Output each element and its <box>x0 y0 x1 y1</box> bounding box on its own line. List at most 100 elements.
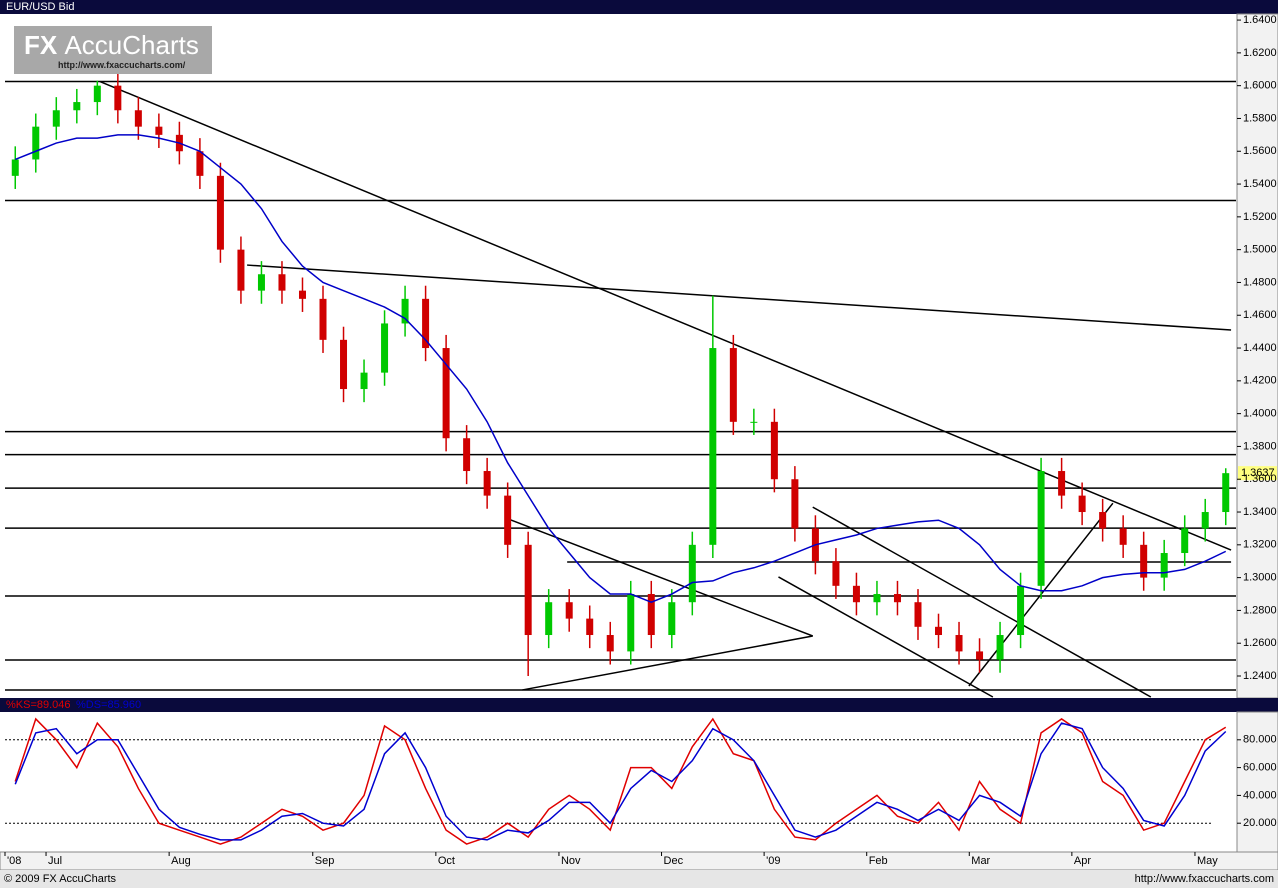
y-tick-label: 1.3000 <box>1243 572 1277 584</box>
candle-body <box>340 339 348 390</box>
x-tick-label: Feb <box>869 855 888 867</box>
logo-name: AccuCharts <box>64 30 199 60</box>
x-tick-label: '08 <box>7 855 21 867</box>
candle-body <box>278 274 286 291</box>
logo-fx: FX <box>24 30 58 60</box>
footer-copyright: © 2009 FX AccuCharts <box>4 873 117 885</box>
x-tick-label: Dec <box>664 855 684 867</box>
candle-body <box>1160 553 1168 578</box>
price-axis <box>1236 13 1278 699</box>
x-tick-label: Aug <box>171 855 191 867</box>
y-tick-label: 1.5600 <box>1243 145 1277 157</box>
y-tick-label: 1.4800 <box>1243 276 1277 288</box>
y-tick-label: 1.3400 <box>1243 506 1277 518</box>
candle-body <box>1017 585 1025 636</box>
y-tick-label: 1.4200 <box>1243 375 1277 387</box>
candle-body <box>832 561 840 586</box>
x-tick-label: May <box>1197 855 1218 867</box>
candle-body <box>1078 495 1086 513</box>
trend-line <box>778 576 994 698</box>
y-tick-label: 1.2400 <box>1243 670 1277 682</box>
candle-body <box>852 585 860 603</box>
candle-body <box>586 618 594 636</box>
header-bar <box>0 0 1278 14</box>
y-tick-label: 1.6000 <box>1243 80 1277 92</box>
series-line <box>14 717 1227 845</box>
trend-line <box>508 518 814 637</box>
candle-body <box>976 651 984 660</box>
candle-body <box>237 249 245 291</box>
chart-title: EUR/USD Bid <box>6 1 74 13</box>
trend-line <box>247 264 1232 331</box>
y-tick-label: 1.2600 <box>1243 637 1277 649</box>
candle-body <box>155 126 163 135</box>
candle-body <box>729 348 737 422</box>
x-tick-label: Mar <box>971 855 990 867</box>
candle-body <box>1037 471 1045 586</box>
x-tick-label: Jul <box>48 855 62 867</box>
indicator-axis <box>1236 711 1278 853</box>
candle-body <box>935 626 943 636</box>
candle-body <box>914 602 922 627</box>
candle-body <box>52 110 60 127</box>
candle-body <box>1181 528 1189 554</box>
y-tick-label: 1.6200 <box>1243 47 1277 59</box>
candle-body <box>606 635 614 652</box>
y-tick-label: 1.5000 <box>1243 244 1277 256</box>
candle-body <box>873 594 881 603</box>
candle-body <box>73 102 81 111</box>
candle-body <box>1119 528 1127 545</box>
candle-body <box>196 151 204 176</box>
candle-body <box>11 159 19 176</box>
candle-body <box>750 421 758 423</box>
y-tick-label: 1.6400 <box>1243 14 1277 26</box>
candle-body <box>709 348 717 545</box>
candle-body <box>545 602 553 636</box>
logo: FX AccuCharts http://www.fxaccucharts.co… <box>14 26 212 74</box>
candle-body <box>668 602 676 636</box>
legend-entry: %KS=89.046 <box>6 699 71 711</box>
candle-body <box>401 298 409 324</box>
y-tick-label: 1.2800 <box>1243 604 1277 616</box>
footer-url: http://www.fxaccucharts.com <box>1135 873 1274 885</box>
candle-body <box>93 85 101 103</box>
logo-url: http://www.fxaccucharts.com/ <box>58 60 186 70</box>
candle-body <box>1140 544 1148 578</box>
y-tick-label: 80.000 <box>1243 734 1277 746</box>
candle-body <box>955 635 963 652</box>
candle-body <box>442 348 450 439</box>
candle-body <box>996 635 1004 660</box>
x-tick-label: '09 <box>766 855 780 867</box>
candle-body <box>1099 512 1107 529</box>
footer-bar <box>0 870 1278 888</box>
candle-body <box>504 495 512 545</box>
x-tick-label: Nov <box>561 855 581 867</box>
x-tick-label: Sep <box>315 855 335 867</box>
y-tick-label: 1.4000 <box>1243 408 1277 420</box>
indicator-bar <box>0 698 1278 712</box>
candle-body <box>360 372 368 390</box>
candle-body <box>32 126 40 160</box>
x-tick-label: Apr <box>1074 855 1091 867</box>
logo-text: FX AccuCharts <box>24 30 199 61</box>
candle-body <box>770 421 778 480</box>
candle-body <box>627 594 635 652</box>
candle-body <box>422 298 430 349</box>
candle-body <box>1058 471 1066 496</box>
candle-body <box>1201 512 1209 529</box>
candle-body <box>524 544 532 636</box>
candle-body <box>483 471 491 496</box>
candle-body <box>319 298 327 340</box>
y-tick-label: 1.3600 <box>1243 473 1277 485</box>
candle-body <box>381 323 389 373</box>
candle-body <box>298 290 306 299</box>
y-tick-label: 1.4400 <box>1243 342 1277 354</box>
candle-body <box>114 85 122 111</box>
y-tick-label: 1.5400 <box>1243 178 1277 190</box>
y-tick-label: 20.000 <box>1243 817 1277 829</box>
y-tick-label: 1.5800 <box>1243 112 1277 124</box>
series-line <box>14 722 1227 841</box>
candle-body <box>688 544 696 603</box>
